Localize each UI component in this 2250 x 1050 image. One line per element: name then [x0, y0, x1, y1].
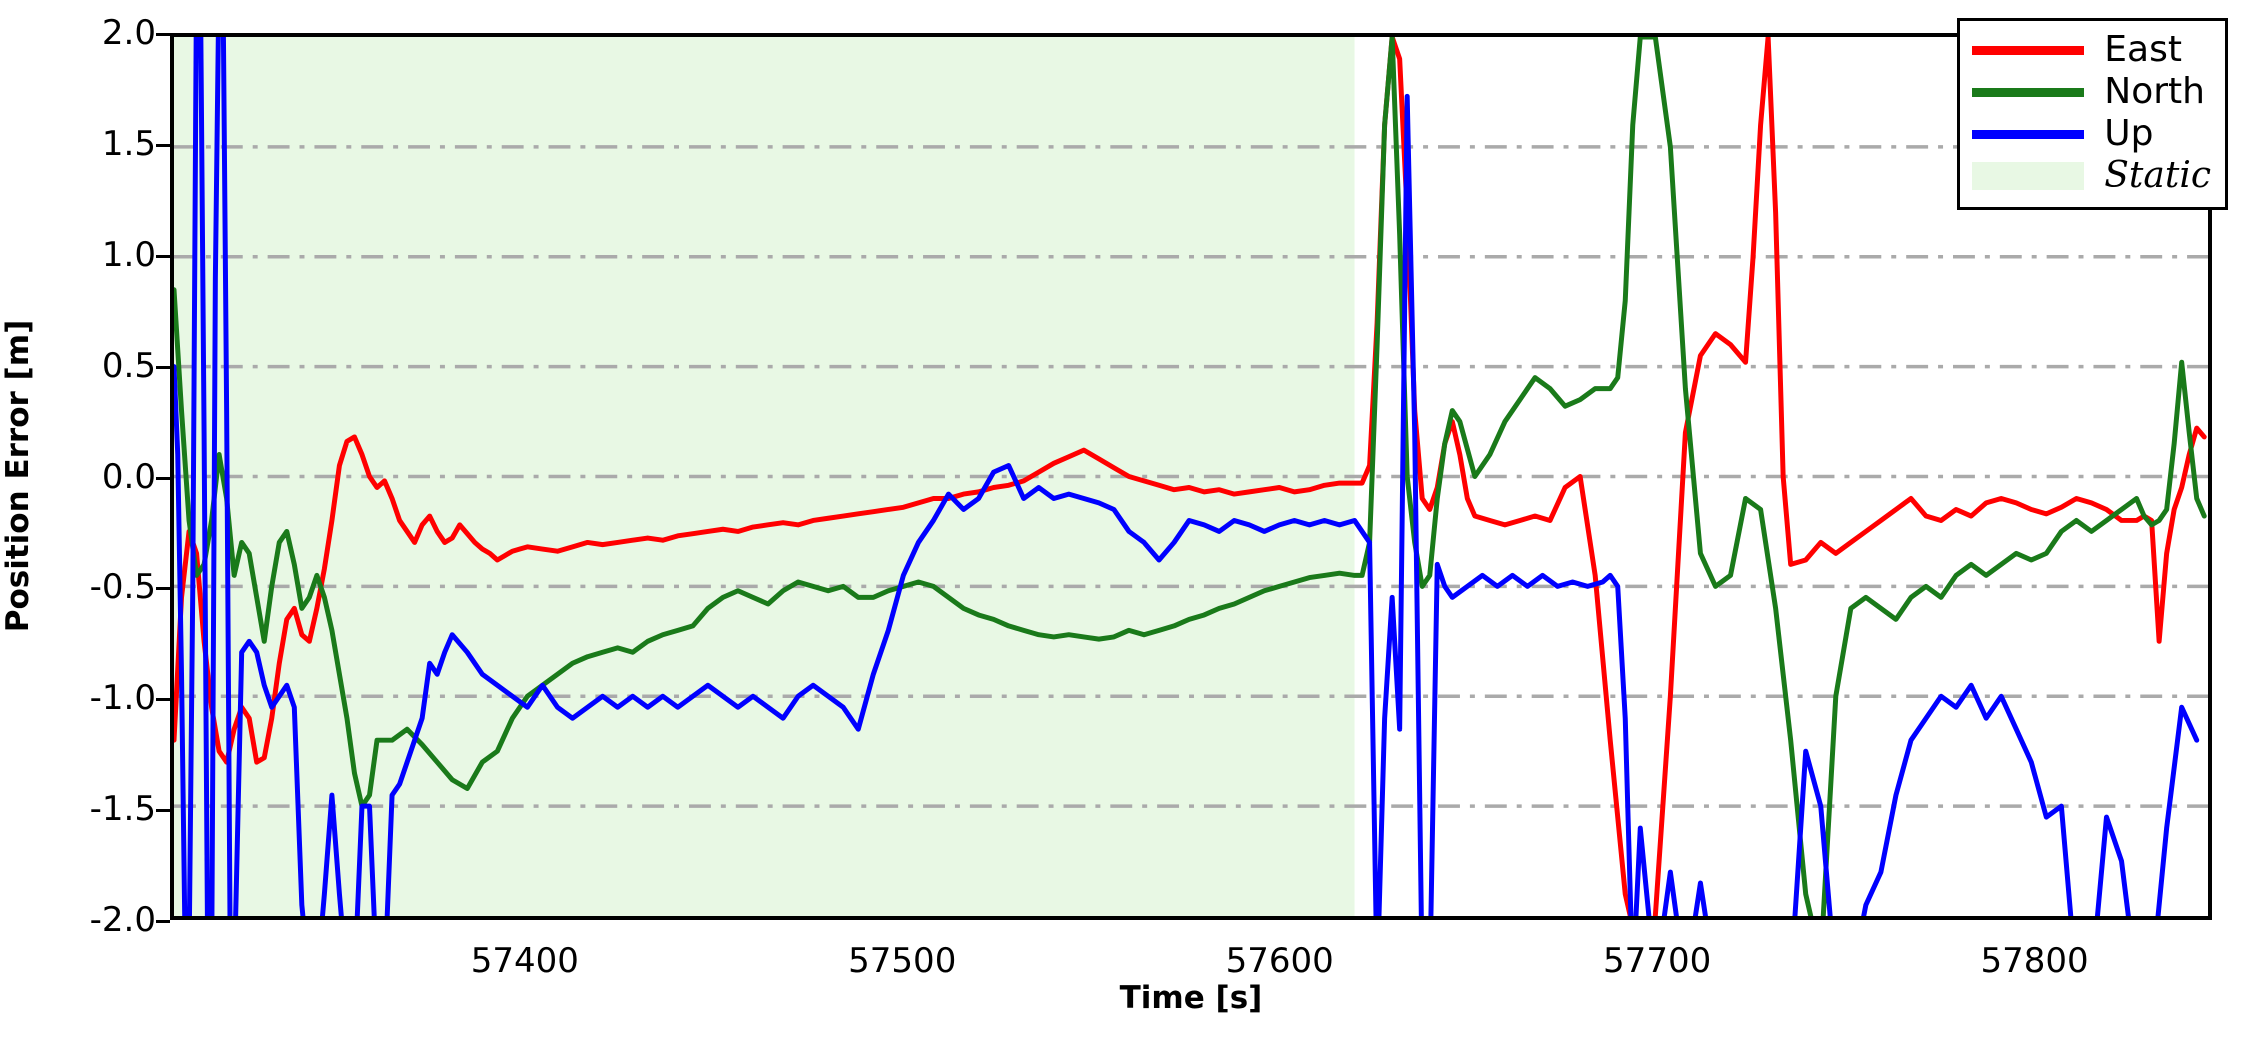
plot-area — [170, 33, 2212, 920]
legend-item-up[interactable]: Up — [1972, 113, 2211, 155]
y-tick-mark — [156, 809, 170, 813]
y-tick-label: -1.5 — [89, 789, 156, 830]
x-axis-label: Time [s] — [1119, 980, 1263, 1016]
x-tick-label: 57500 — [848, 941, 957, 981]
legend-label: Static — [2104, 155, 2211, 196]
legend-swatch-static-icon — [1972, 162, 2085, 190]
legend-swatch-up-icon — [1972, 129, 2085, 139]
y-tick-mark — [156, 33, 170, 36]
y-tick-mark — [156, 365, 170, 369]
y-tick-label: 0.5 — [101, 345, 156, 386]
x-tick-label: 57400 — [470, 941, 579, 981]
legend-swatch-north-icon — [1972, 87, 2085, 97]
series-line-east — [174, 37, 2207, 916]
x-tick-label: 57800 — [1980, 941, 2089, 981]
y-tick-label: 1.5 — [101, 123, 156, 164]
y-tick-label: 0.0 — [101, 456, 156, 497]
legend-label: North — [2104, 71, 2205, 112]
y-axis-label: Position Error [m] — [0, 319, 36, 633]
series-line-up — [174, 37, 2200, 916]
x-tick-label: 57600 — [1225, 941, 1334, 981]
y-tick-label: 1.0 — [101, 234, 156, 275]
y-tick-mark — [156, 587, 170, 591]
y-tick-label: 2.0 — [101, 13, 156, 53]
y-tick-mark — [156, 698, 170, 702]
legend-label: Up — [2104, 113, 2154, 154]
data-series-group — [174, 37, 2207, 916]
x-tick-label: 57700 — [1603, 941, 1712, 981]
y-tick-mark — [156, 143, 170, 147]
y-tick-label: -1.0 — [89, 678, 156, 719]
legend-item-north[interactable]: North — [1972, 71, 2211, 113]
legend-item-static[interactable]: Static — [1972, 155, 2211, 197]
gridlines — [174, 145, 2208, 808]
series-line-north — [174, 37, 2207, 916]
legend-swatch-east-icon — [1972, 45, 2085, 55]
legend[interactable]: East North Up Static — [1957, 18, 2228, 210]
legend-label: East — [2104, 29, 2182, 70]
y-tick-label: -0.5 — [89, 567, 156, 608]
plot-canvas — [174, 37, 2208, 916]
legend-item-east[interactable]: East — [1972, 29, 2211, 71]
y-tick-mark — [156, 920, 170, 923]
y-tick-mark — [156, 476, 170, 480]
y-tick-mark — [156, 254, 170, 258]
y-tick-label: -2.0 — [89, 900, 156, 940]
